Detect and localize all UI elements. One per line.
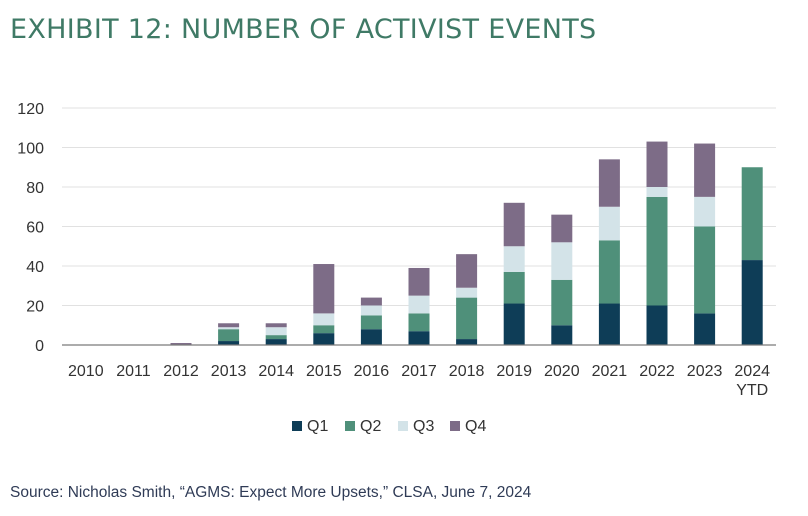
bar-q4 [551, 214, 573, 243]
x-tick-label: 2011 [116, 363, 151, 380]
bar-q1 [646, 305, 668, 345]
bar-q2 [694, 226, 716, 314]
bar-q2 [551, 279, 573, 326]
bar-q4 [313, 264, 335, 314]
x-tick-label: 2018 [449, 363, 485, 380]
bar-q4 [503, 202, 525, 247]
bar-q4 [456, 254, 478, 288]
x-tick-label: 2023 [687, 363, 723, 380]
x-tick-label: 2016 [354, 363, 390, 380]
y-tick-label: 0 [35, 338, 44, 355]
bar-q1 [360, 329, 382, 345]
bar-q3 [551, 242, 573, 280]
bar-q2 [741, 167, 763, 261]
bar-q4 [360, 297, 382, 306]
bar-q1 [503, 303, 525, 345]
bar-q3 [265, 327, 287, 336]
bar-q1 [218, 341, 240, 345]
y-tick-label: 20 [26, 299, 44, 316]
x-tick-label: 2019 [496, 363, 532, 380]
y-tick-label: 120 [17, 101, 44, 118]
x-tick-label: 2022 [639, 363, 675, 380]
legend-swatch-q1 [292, 421, 302, 431]
bar-q3 [503, 246, 525, 272]
bar-q2 [598, 240, 620, 304]
bar-q4 [408, 267, 430, 296]
bar-q2 [646, 196, 668, 306]
legend-swatch-q3 [398, 421, 408, 431]
bar-q2 [313, 325, 335, 334]
legend-label-q3: Q3 [413, 418, 434, 435]
legend-swatch-q2 [345, 421, 355, 431]
bar-q1 [456, 339, 478, 345]
y-tick-label: 60 [26, 220, 44, 237]
bar-q1 [598, 303, 620, 345]
bar-q1 [408, 331, 430, 345]
bar-q4 [218, 323, 240, 328]
bar-q2 [218, 329, 240, 342]
bar-q3 [598, 206, 620, 241]
bar-q2 [503, 271, 525, 304]
bar-q1 [551, 325, 573, 345]
legend-label-q4: Q4 [465, 418, 486, 435]
x-tick-label: 2013 [211, 363, 247, 380]
bar-q1 [741, 260, 763, 345]
bar-q4 [265, 323, 287, 328]
bar-q2 [265, 335, 287, 340]
bar-q4 [598, 159, 620, 207]
bar-q3 [646, 187, 668, 197]
exhibit-title: EXHIBIT 12: NUMBER OF ACTIVIST EVENTS [10, 14, 597, 45]
activist-events-chart: 0 20 40 60 80 100 120 2010 2011 2012 2013 2014 2015 2… [17, 101, 776, 435]
bar-q3 [456, 287, 478, 298]
x-tick-label: 2012 [163, 363, 199, 380]
bar-q3 [360, 305, 382, 316]
legend-label-q2: Q2 [360, 418, 381, 435]
legend-swatch-q4 [450, 421, 460, 431]
y-tick-label: 100 [17, 141, 44, 158]
bar-q4 [694, 143, 716, 197]
bar-q1 [265, 339, 287, 345]
x-tick-label: 2017 [401, 363, 437, 380]
x-tick-label: 2020 [544, 363, 580, 380]
bar-q4 [170, 343, 192, 345]
x-tick-label: 2024 YTD [734, 363, 770, 399]
bar-q3 [218, 327, 240, 330]
legend-label-q1: Q1 [307, 418, 328, 435]
bar-q1 [694, 313, 716, 345]
bar-q3 [313, 313, 335, 326]
bar-q1 [313, 333, 335, 345]
y-tick-label: 80 [26, 180, 44, 197]
bar-q3 [694, 196, 716, 227]
bar-q2 [408, 313, 430, 332]
bar-q2 [360, 315, 382, 330]
x-tick-label: 2014 [258, 363, 294, 380]
y-tick-label: 40 [26, 259, 44, 276]
bar-q2 [456, 297, 478, 340]
x-tick-label: 2015 [306, 363, 342, 380]
x-tick-label: 2021 [592, 363, 628, 380]
bar-q4 [646, 141, 668, 187]
bar-q3 [408, 295, 430, 314]
x-tick-label: 2010 [68, 363, 104, 380]
source-note: Source: Nicholas Smith, “AGMS: Expect Mo… [10, 484, 532, 501]
